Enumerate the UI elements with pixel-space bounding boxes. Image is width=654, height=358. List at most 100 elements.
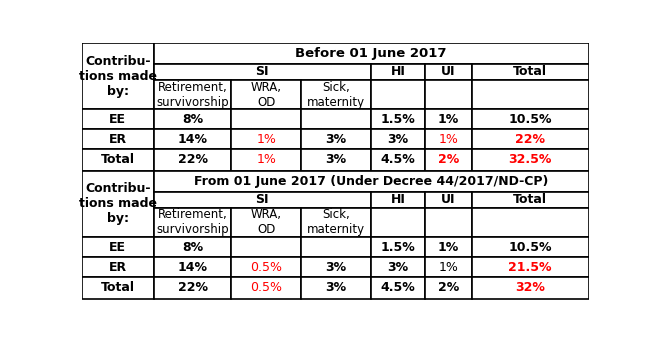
Bar xyxy=(425,109,472,129)
Text: ER: ER xyxy=(109,133,127,146)
Text: 1.5%: 1.5% xyxy=(381,241,415,253)
Text: 1%: 1% xyxy=(256,154,276,166)
Text: UI: UI xyxy=(441,65,456,78)
Bar xyxy=(154,237,232,257)
Bar xyxy=(371,237,425,257)
Bar xyxy=(371,208,425,237)
Bar xyxy=(472,80,589,109)
Text: Total: Total xyxy=(101,154,135,166)
Text: 32%: 32% xyxy=(515,281,545,294)
Text: SI: SI xyxy=(256,193,269,206)
Text: 0.5%: 0.5% xyxy=(250,281,282,294)
Bar xyxy=(425,64,472,80)
Bar xyxy=(425,80,472,109)
Text: Total: Total xyxy=(101,281,135,294)
Bar xyxy=(154,43,589,64)
Bar xyxy=(82,171,154,237)
Bar xyxy=(82,129,154,149)
Text: Contribu-
tions made
by:: Contribu- tions made by: xyxy=(78,54,157,98)
Bar xyxy=(154,129,232,149)
Text: 2%: 2% xyxy=(438,281,459,294)
Text: EE: EE xyxy=(109,113,126,126)
Text: 14%: 14% xyxy=(178,133,207,146)
Text: HI: HI xyxy=(390,193,405,206)
Bar xyxy=(425,192,472,208)
Text: 1%: 1% xyxy=(438,113,459,126)
Bar xyxy=(301,129,371,149)
Bar xyxy=(154,171,589,192)
Text: UI: UI xyxy=(441,193,456,206)
Bar xyxy=(301,277,371,299)
Bar xyxy=(472,192,589,208)
Text: From 01 June 2017 (Under Decree 44/2017/ND-CP): From 01 June 2017 (Under Decree 44/2017/… xyxy=(194,175,549,188)
Bar xyxy=(82,109,154,129)
Text: WRA,
OD: WRA, OD xyxy=(250,81,282,108)
Bar xyxy=(425,208,472,237)
Bar xyxy=(425,237,472,257)
Text: Retirement,
survivorship: Retirement, survivorship xyxy=(156,208,229,236)
Bar xyxy=(154,149,232,171)
Text: EE: EE xyxy=(109,241,126,253)
Bar xyxy=(472,257,589,277)
Text: 3%: 3% xyxy=(326,281,347,294)
Text: Before 01 June 2017: Before 01 June 2017 xyxy=(296,47,447,60)
Bar xyxy=(232,277,301,299)
Text: 14%: 14% xyxy=(178,261,207,274)
Bar xyxy=(82,149,154,171)
Text: 4.5%: 4.5% xyxy=(381,154,415,166)
Bar xyxy=(472,64,589,80)
Text: 3%: 3% xyxy=(326,154,347,166)
Bar xyxy=(232,149,301,171)
Text: 3%: 3% xyxy=(387,261,409,274)
Text: 32.5%: 32.5% xyxy=(508,154,552,166)
Text: 22%: 22% xyxy=(178,281,207,294)
Text: ER: ER xyxy=(109,261,127,274)
Bar xyxy=(301,237,371,257)
Bar xyxy=(232,109,301,129)
Bar xyxy=(232,129,301,149)
Bar xyxy=(154,277,232,299)
Bar xyxy=(425,277,472,299)
Bar xyxy=(371,149,425,171)
Text: 1%: 1% xyxy=(438,133,458,146)
Bar xyxy=(301,109,371,129)
Bar xyxy=(425,129,472,149)
Text: 3%: 3% xyxy=(326,261,347,274)
Bar xyxy=(371,257,425,277)
Text: WRA,
OD: WRA, OD xyxy=(250,208,282,236)
Text: Sick,
maternity: Sick, maternity xyxy=(307,81,365,108)
Bar xyxy=(472,149,589,171)
Bar xyxy=(82,257,154,277)
Bar xyxy=(472,109,589,129)
Text: 3%: 3% xyxy=(326,133,347,146)
Text: 4.5%: 4.5% xyxy=(381,281,415,294)
Text: HI: HI xyxy=(390,65,405,78)
Text: Retirement,
survivorship: Retirement, survivorship xyxy=(156,81,229,108)
Text: Total: Total xyxy=(513,193,547,206)
Text: Contribu-
tions made
by:: Contribu- tions made by: xyxy=(78,182,157,226)
Bar xyxy=(472,208,589,237)
Bar xyxy=(154,109,232,129)
Bar xyxy=(154,192,371,208)
Text: Sick,
maternity: Sick, maternity xyxy=(307,208,365,236)
Text: 10.5%: 10.5% xyxy=(508,241,552,253)
Bar xyxy=(154,208,232,237)
Bar xyxy=(232,237,301,257)
Bar xyxy=(472,277,589,299)
Text: 1.5%: 1.5% xyxy=(381,113,415,126)
Text: 3%: 3% xyxy=(387,133,409,146)
Bar xyxy=(154,257,232,277)
Bar xyxy=(301,149,371,171)
Text: 22%: 22% xyxy=(515,133,545,146)
Bar xyxy=(371,64,425,80)
Bar xyxy=(154,80,232,109)
Bar xyxy=(301,208,371,237)
Bar xyxy=(472,237,589,257)
Bar xyxy=(425,257,472,277)
Bar xyxy=(371,80,425,109)
Text: 1%: 1% xyxy=(438,241,459,253)
Bar xyxy=(371,109,425,129)
Text: 21.5%: 21.5% xyxy=(508,261,552,274)
Text: 10.5%: 10.5% xyxy=(508,113,552,126)
Bar xyxy=(232,80,301,109)
